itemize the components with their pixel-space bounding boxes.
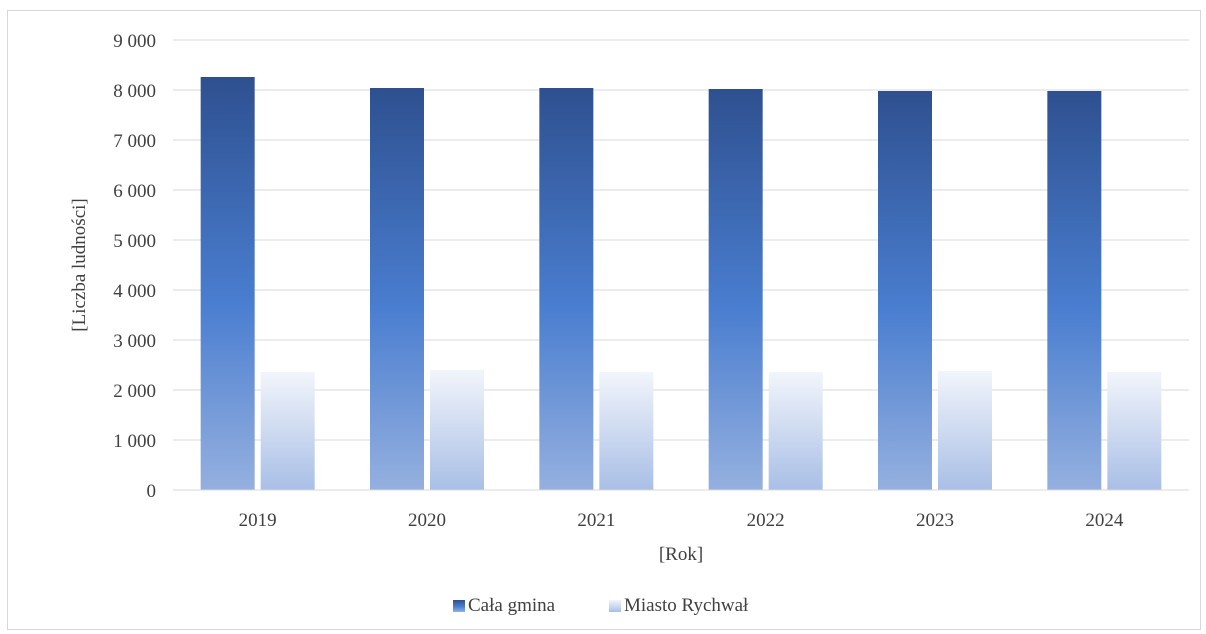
y-tick-label: 8 000 xyxy=(113,81,156,102)
bar-miasto-rychwal xyxy=(1107,372,1161,490)
y-tick-label: 9 000 xyxy=(113,31,156,52)
x-tick-label: 2023 xyxy=(916,510,954,531)
bar-cala-gmina xyxy=(709,89,763,490)
x-axis-ticks: 2019 2020 2021 2022 2023 2024 xyxy=(239,510,1124,531)
legend-swatch xyxy=(609,600,621,612)
y-tick-label: 0 xyxy=(147,481,157,502)
gridlines xyxy=(173,40,1189,440)
y-tick-label: 1 000 xyxy=(113,431,156,452)
legend-label: Miasto Rychwał xyxy=(624,595,749,616)
bar-miasto-rychwal xyxy=(430,370,484,490)
bar-miasto-rychwal xyxy=(599,372,653,490)
y-axis-title: [Liczba ludności] xyxy=(69,198,90,331)
legend-label: Cała gmina xyxy=(468,595,556,616)
x-tick-label: 2019 xyxy=(239,510,277,531)
x-tick-label: 2020 xyxy=(408,510,446,531)
y-tick-label: 4 000 xyxy=(113,281,156,302)
y-tick-label: 6 000 xyxy=(113,181,156,202)
bar-cala-gmina xyxy=(370,88,424,490)
x-tick-label: 2021 xyxy=(577,510,615,531)
y-tick-label: 5 000 xyxy=(113,231,156,252)
legend-swatch xyxy=(453,600,465,612)
bar-miasto-rychwal xyxy=(938,371,992,490)
legend: Cała gmina Miasto Rychwał xyxy=(453,595,749,616)
bar-miasto-rychwal xyxy=(769,372,823,490)
x-axis-title: [Rok] xyxy=(659,544,703,565)
bar-cala-gmina xyxy=(878,91,932,490)
bar-cala-gmina xyxy=(539,88,593,490)
bars xyxy=(201,77,1162,490)
x-tick-label: 2024 xyxy=(1085,510,1124,531)
y-tick-label: 7 000 xyxy=(113,131,156,152)
y-tick-label: 3 000 xyxy=(113,331,156,352)
bar-cala-gmina xyxy=(1047,91,1101,490)
y-axis-ticks: 0 1 000 2 000 3 000 4 000 5 000 6 000 7 000 8 00… xyxy=(113,31,156,502)
bar-cala-gmina xyxy=(201,77,255,490)
x-tick-label: 2022 xyxy=(747,510,785,531)
bar-miasto-rychwal xyxy=(261,372,315,490)
y-tick-label: 2 000 xyxy=(113,381,156,402)
